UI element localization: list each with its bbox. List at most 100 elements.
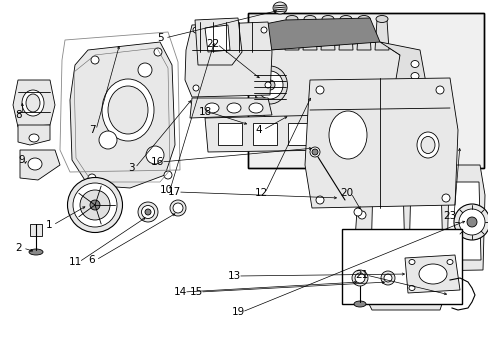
Text: 15: 15 xyxy=(189,287,202,297)
Ellipse shape xyxy=(410,60,418,68)
Ellipse shape xyxy=(453,204,488,240)
Polygon shape xyxy=(338,20,352,50)
Ellipse shape xyxy=(154,48,162,56)
Ellipse shape xyxy=(285,15,297,22)
Polygon shape xyxy=(446,182,480,260)
Polygon shape xyxy=(20,150,60,180)
Text: 17: 17 xyxy=(167,187,180,197)
Ellipse shape xyxy=(311,149,317,155)
Ellipse shape xyxy=(29,249,43,255)
Polygon shape xyxy=(195,18,242,65)
Ellipse shape xyxy=(368,147,377,153)
Polygon shape xyxy=(285,20,298,50)
Ellipse shape xyxy=(163,171,172,179)
Ellipse shape xyxy=(458,209,484,235)
Ellipse shape xyxy=(446,147,454,153)
Ellipse shape xyxy=(383,274,391,282)
Ellipse shape xyxy=(309,147,319,157)
Polygon shape xyxy=(190,98,271,118)
Ellipse shape xyxy=(357,181,365,189)
Ellipse shape xyxy=(328,111,366,159)
Ellipse shape xyxy=(264,80,274,90)
Ellipse shape xyxy=(381,147,390,153)
Ellipse shape xyxy=(226,103,241,113)
Text: 19: 19 xyxy=(231,307,244,317)
Ellipse shape xyxy=(272,2,286,14)
Ellipse shape xyxy=(394,147,403,153)
Bar xyxy=(252,123,276,145)
Polygon shape xyxy=(304,128,317,142)
Ellipse shape xyxy=(351,270,367,286)
Text: 12: 12 xyxy=(254,188,267,198)
Polygon shape xyxy=(13,80,55,127)
Ellipse shape xyxy=(170,200,185,216)
Text: 11: 11 xyxy=(68,257,81,267)
Text: 21: 21 xyxy=(355,270,368,280)
Ellipse shape xyxy=(435,86,443,94)
Bar xyxy=(341,229,461,304)
Ellipse shape xyxy=(357,241,365,249)
Text: 10: 10 xyxy=(159,185,172,195)
Text: 20: 20 xyxy=(340,188,353,198)
Ellipse shape xyxy=(108,86,148,134)
Ellipse shape xyxy=(141,206,154,219)
Text: 14: 14 xyxy=(173,287,186,297)
Ellipse shape xyxy=(353,301,365,307)
Text: 4: 4 xyxy=(255,125,262,135)
Ellipse shape xyxy=(378,287,390,303)
Ellipse shape xyxy=(260,132,275,144)
Ellipse shape xyxy=(146,146,163,164)
Ellipse shape xyxy=(357,15,369,22)
Ellipse shape xyxy=(257,71,283,99)
Text: 18: 18 xyxy=(198,107,211,117)
Ellipse shape xyxy=(315,196,324,204)
Text: 22: 22 xyxy=(206,39,219,49)
Ellipse shape xyxy=(315,86,324,94)
Ellipse shape xyxy=(193,27,199,33)
Ellipse shape xyxy=(248,103,263,113)
Ellipse shape xyxy=(441,194,449,202)
Ellipse shape xyxy=(357,211,365,219)
Polygon shape xyxy=(258,18,379,70)
Ellipse shape xyxy=(91,56,99,64)
Ellipse shape xyxy=(418,264,446,284)
Ellipse shape xyxy=(193,85,199,91)
Ellipse shape xyxy=(354,273,364,283)
Text: 1: 1 xyxy=(45,220,52,230)
Ellipse shape xyxy=(145,209,151,215)
Ellipse shape xyxy=(22,90,44,116)
Ellipse shape xyxy=(410,85,418,91)
Ellipse shape xyxy=(29,134,39,142)
Text: 16: 16 xyxy=(150,157,163,167)
Polygon shape xyxy=(354,165,484,272)
Polygon shape xyxy=(356,20,370,50)
Ellipse shape xyxy=(339,15,351,22)
Polygon shape xyxy=(18,125,50,145)
Ellipse shape xyxy=(416,132,438,158)
Ellipse shape xyxy=(88,174,96,182)
Bar xyxy=(247,13,483,168)
Ellipse shape xyxy=(400,287,412,303)
Polygon shape xyxy=(30,224,42,236)
Ellipse shape xyxy=(102,79,154,141)
Ellipse shape xyxy=(264,82,270,88)
Ellipse shape xyxy=(321,15,333,22)
Ellipse shape xyxy=(99,131,117,149)
Ellipse shape xyxy=(67,177,122,233)
Ellipse shape xyxy=(353,208,361,216)
Text: 6: 6 xyxy=(88,255,95,265)
Bar xyxy=(247,13,483,168)
Ellipse shape xyxy=(173,203,183,213)
Ellipse shape xyxy=(466,217,476,227)
Text: 3: 3 xyxy=(127,163,134,173)
Polygon shape xyxy=(404,255,459,293)
Polygon shape xyxy=(379,42,429,118)
Ellipse shape xyxy=(138,63,152,77)
Bar xyxy=(218,123,242,145)
Ellipse shape xyxy=(410,96,418,104)
Ellipse shape xyxy=(138,202,158,222)
Ellipse shape xyxy=(73,183,117,227)
Polygon shape xyxy=(305,78,457,208)
Text: 23: 23 xyxy=(443,211,456,221)
Ellipse shape xyxy=(28,158,42,170)
